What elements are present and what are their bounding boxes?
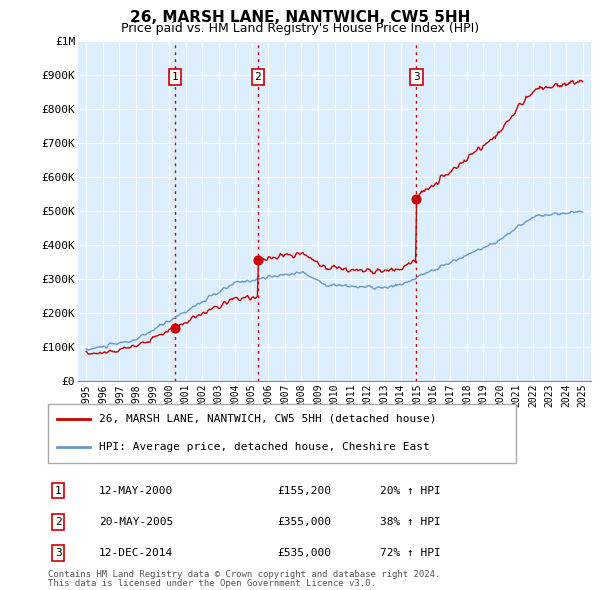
Text: £355,000: £355,000 xyxy=(277,517,331,527)
Point xyxy=(253,255,263,265)
FancyBboxPatch shape xyxy=(48,404,516,463)
Text: 26, MARSH LANE, NANTWICH, CW5 5HH (detached house): 26, MARSH LANE, NANTWICH, CW5 5HH (detac… xyxy=(100,414,437,424)
Point xyxy=(412,194,421,204)
Text: £535,000: £535,000 xyxy=(277,548,331,558)
Text: 3: 3 xyxy=(55,548,62,558)
Text: Price paid vs. HM Land Registry's House Price Index (HPI): Price paid vs. HM Land Registry's House … xyxy=(121,22,479,35)
Text: 3: 3 xyxy=(413,72,420,82)
Text: 12-DEC-2014: 12-DEC-2014 xyxy=(99,548,173,558)
Text: 26, MARSH LANE, NANTWICH, CW5 5HH: 26, MARSH LANE, NANTWICH, CW5 5HH xyxy=(130,10,470,25)
Text: HPI: Average price, detached house, Cheshire East: HPI: Average price, detached house, Ches… xyxy=(100,442,430,451)
Text: 12-MAY-2000: 12-MAY-2000 xyxy=(99,486,173,496)
Text: 1: 1 xyxy=(172,72,179,82)
Text: £155,200: £155,200 xyxy=(277,486,331,496)
Text: 20% ↑ HPI: 20% ↑ HPI xyxy=(380,486,440,496)
Text: This data is licensed under the Open Government Licence v3.0.: This data is licensed under the Open Gov… xyxy=(48,579,376,588)
Text: Contains HM Land Registry data © Crown copyright and database right 2024.: Contains HM Land Registry data © Crown c… xyxy=(48,571,440,579)
Point xyxy=(170,323,180,333)
Text: 72% ↑ HPI: 72% ↑ HPI xyxy=(380,548,440,558)
Text: 1: 1 xyxy=(55,486,62,496)
Text: 38% ↑ HPI: 38% ↑ HPI xyxy=(380,517,440,527)
Text: 2: 2 xyxy=(55,517,62,527)
Text: 20-MAY-2005: 20-MAY-2005 xyxy=(99,517,173,527)
Text: 2: 2 xyxy=(254,72,261,82)
